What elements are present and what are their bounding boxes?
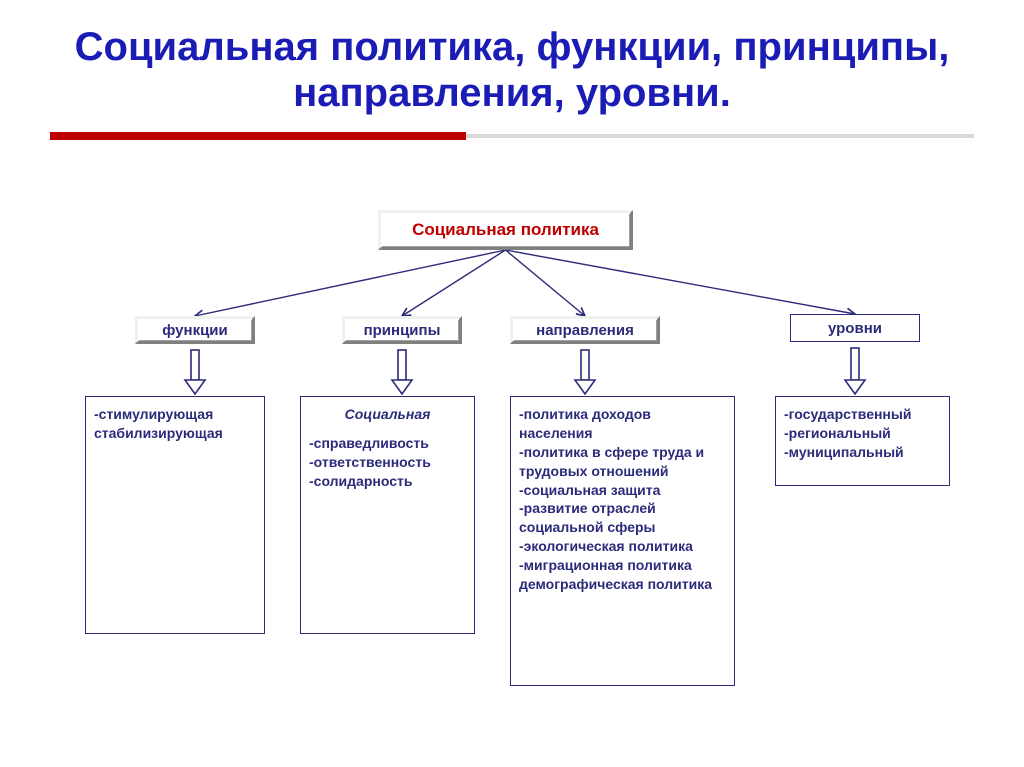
- list-item: -справедливость: [309, 434, 466, 453]
- child-node-directions: направления: [510, 316, 660, 344]
- list-item: -политика доходов населения: [519, 405, 726, 443]
- child-node-functions: функции: [135, 316, 255, 344]
- leaf-box-levels: -государственный-региональный-муниципаль…: [775, 396, 950, 486]
- child-label: направления: [528, 318, 642, 343]
- diagram-canvas: Социальная политика функции принципы нап…: [0, 0, 1024, 767]
- root-to-children-lines: [195, 250, 855, 316]
- leaf-box-functions: -стимулирующая стабилизирующая: [85, 396, 265, 634]
- children-to-leaf-arrows: [185, 348, 865, 394]
- list-item: -политика в сфере труда и трудовых отнош…: [519, 443, 726, 481]
- list-item: -социальная защита: [519, 481, 726, 500]
- list-item: -развитие отраслей социальной сферы: [519, 499, 726, 537]
- child-label: уровни: [820, 316, 890, 341]
- root-node: Социальная политика: [378, 210, 633, 250]
- child-node-levels: уровни: [790, 314, 920, 342]
- list-item: -стимулирующая стабилизирующая: [94, 405, 256, 443]
- list-item: -региональный: [784, 424, 941, 443]
- list-item: -государственный: [784, 405, 941, 424]
- list-item: -солидарность: [309, 472, 466, 491]
- leaf-box-directions: -политика доходов населения-политика в с…: [510, 396, 735, 686]
- list-item: -ответственность: [309, 453, 466, 472]
- list-item: -муниципальный: [784, 443, 941, 462]
- child-label: функции: [154, 318, 236, 343]
- leaf-box-principles: Социальная -справедливость-ответственност…: [300, 396, 475, 634]
- list-item: -миграционная политика демографическая п…: [519, 556, 726, 594]
- child-node-principles: принципы: [342, 316, 462, 344]
- leaf-subtitle: Социальная: [309, 405, 466, 424]
- root-label: Социальная политика: [404, 216, 607, 244]
- list-item: -экологическая политика: [519, 537, 726, 556]
- child-label: принципы: [356, 318, 449, 343]
